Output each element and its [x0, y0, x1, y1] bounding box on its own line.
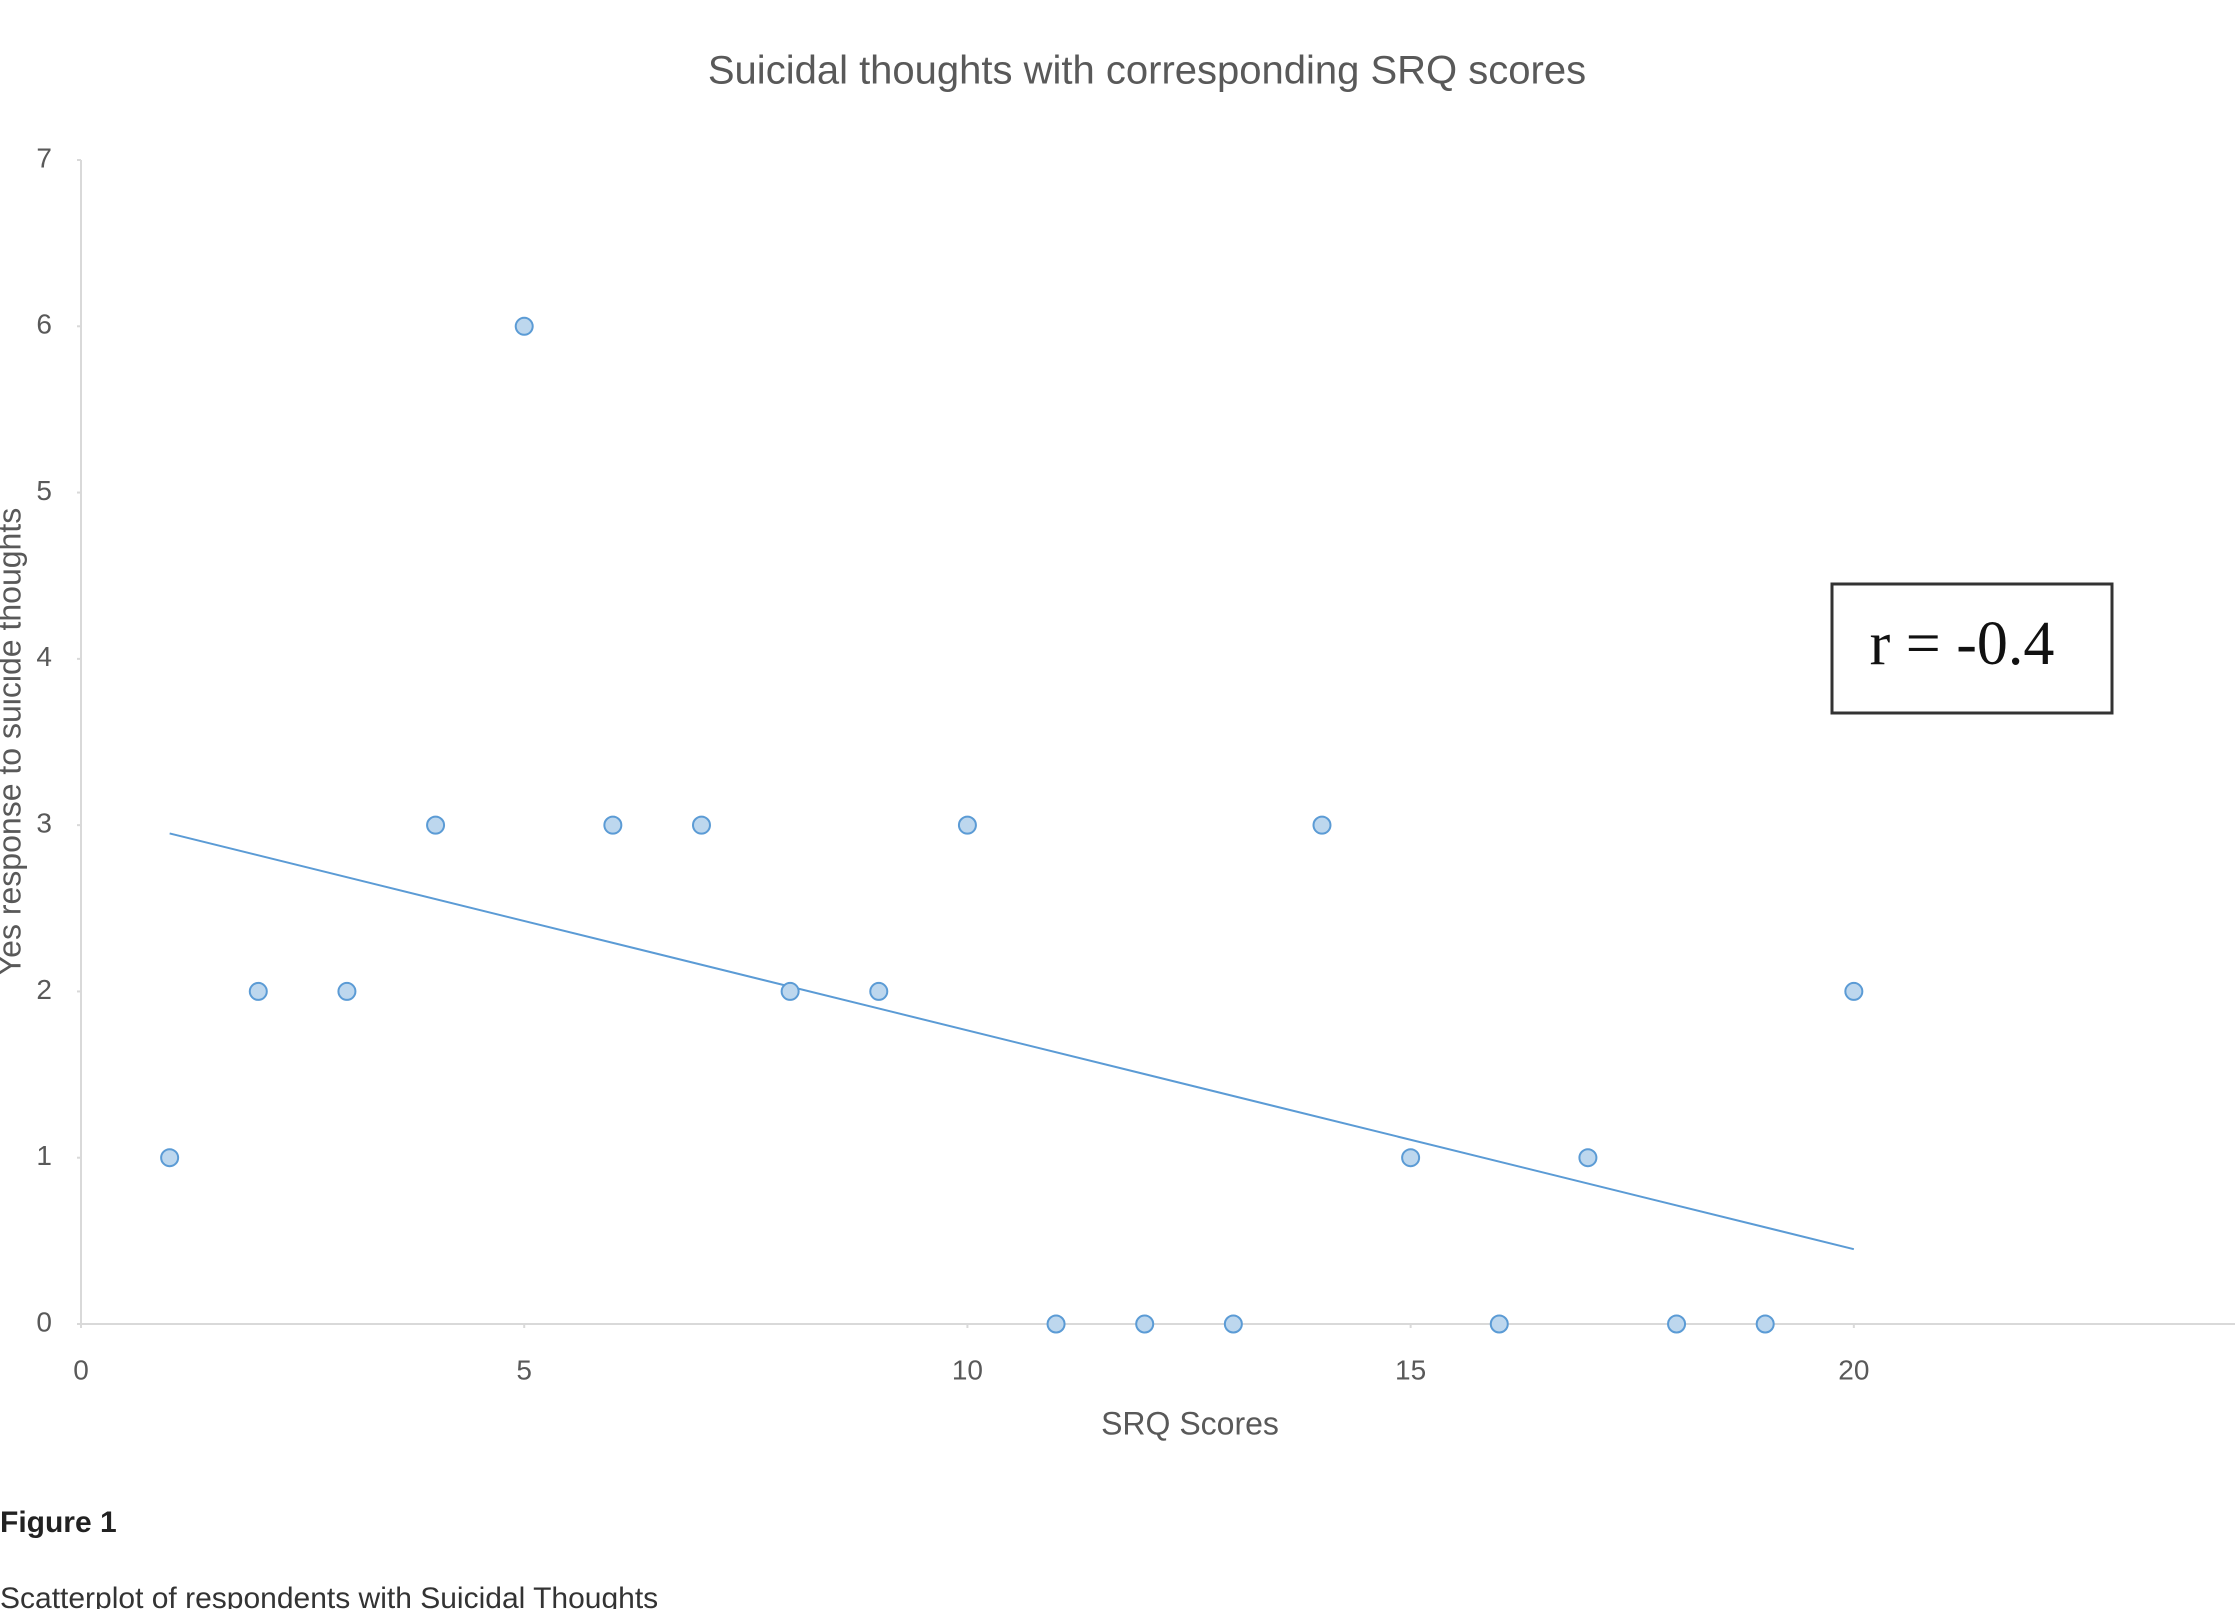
x-tick-label: 10 [952, 1354, 983, 1385]
trend-line [169, 832, 1855, 1251]
data-point [1667, 1314, 1687, 1334]
data-point [248, 981, 268, 1001]
data-point [691, 815, 711, 835]
data-point [1401, 1148, 1421, 1168]
data-point [1312, 815, 1332, 835]
data-point [780, 981, 800, 1001]
data-point [1578, 1148, 1598, 1168]
data-point [957, 815, 977, 835]
x-tick-label: 20 [1838, 1354, 1869, 1385]
y-tick-label: 7 [36, 142, 52, 173]
chart-title: Suicidal thoughts with corresponding SRQ… [708, 49, 1586, 93]
y-axis-label: Yes response to suicide thoughts [0, 508, 27, 976]
annotation: r = -0.4 [1870, 610, 2055, 678]
x-axis-label: SRQ Scores [1101, 1405, 1279, 1441]
y-tick-label: 5 [36, 475, 52, 506]
annotation-box [1830, 582, 2114, 715]
x-tick-label: 5 [516, 1354, 532, 1385]
y-tick-label: 2 [36, 974, 52, 1005]
data-point [1489, 1314, 1509, 1334]
y-tick-label: 1 [36, 1140, 52, 1171]
data-point [337, 981, 357, 1001]
data-point [869, 981, 889, 1001]
figure-label: Figure 1 [0, 1506, 117, 1539]
y-tick-label: 0 [36, 1306, 52, 1337]
y-tick-label: 4 [36, 641, 52, 672]
x-tick-label: 15 [1395, 1354, 1426, 1385]
data-point [1046, 1314, 1066, 1334]
x-tick-label: 0 [73, 1354, 89, 1385]
y-tick-label: 3 [36, 808, 52, 839]
data-point [1844, 981, 1864, 1001]
data-point [426, 815, 446, 835]
data-point [160, 1148, 180, 1168]
data-point [1223, 1314, 1243, 1334]
data-point [514, 316, 534, 336]
data-point [1135, 1314, 1155, 1334]
y-tick-label: 6 [36, 309, 52, 340]
figure-caption: Scatterplot of respondents with Suicidal… [0, 1582, 658, 1609]
data-point [603, 815, 623, 835]
data-point [1755, 1314, 1775, 1334]
